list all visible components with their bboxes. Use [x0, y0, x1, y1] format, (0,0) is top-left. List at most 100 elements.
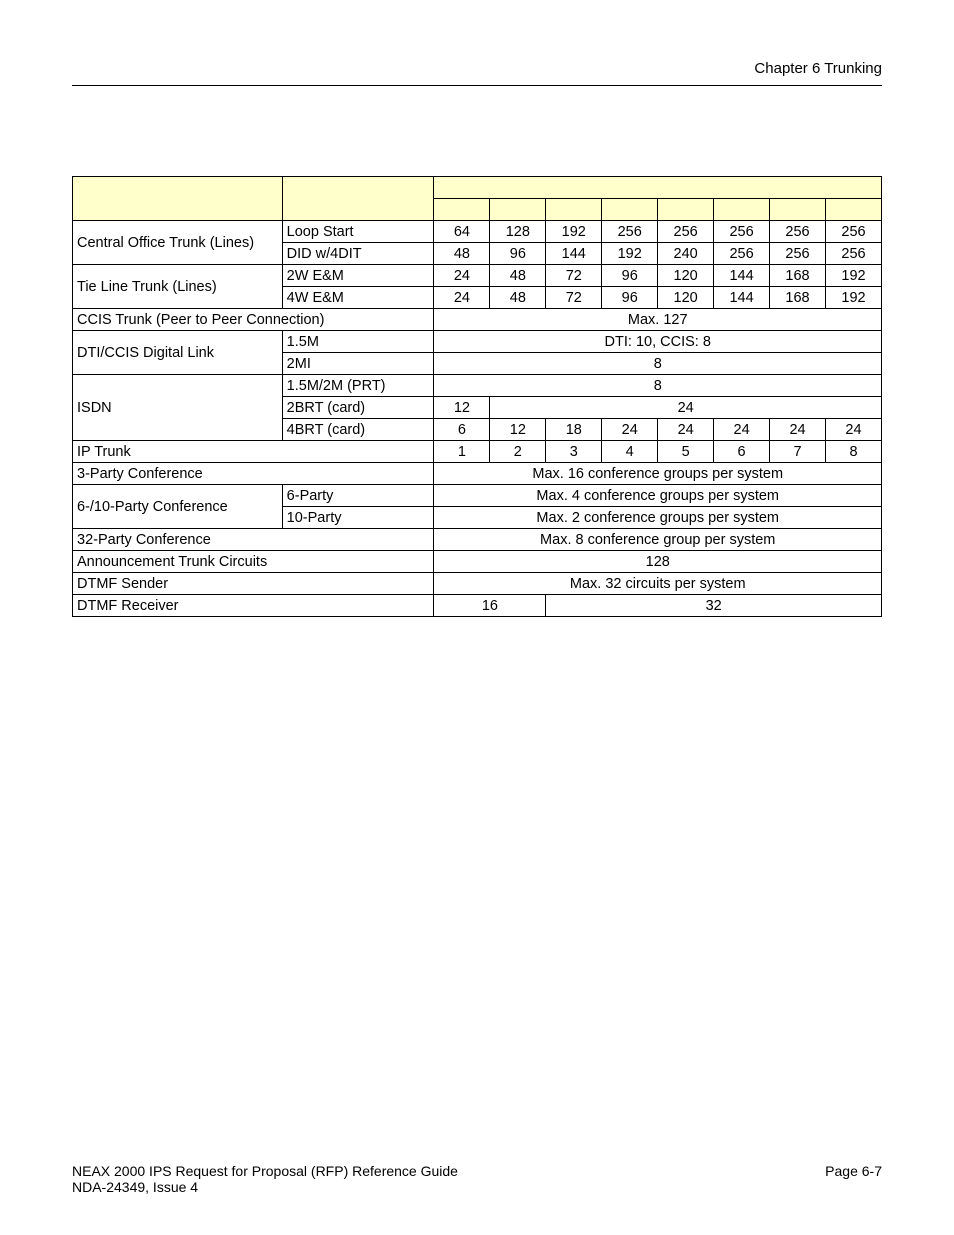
cell: 120	[658, 287, 714, 309]
table-row: 32-Party Conference Max. 8 conference gr…	[73, 529, 882, 551]
row-sub: 1.5M	[282, 331, 434, 353]
cell: 256	[714, 221, 770, 243]
footer-title: NEAX 2000 IPS Request for Proposal (RFP)…	[72, 1163, 458, 1179]
header-blank-a	[73, 177, 283, 221]
header-rule	[72, 85, 882, 86]
cell: 24	[434, 265, 490, 287]
cell: 96	[490, 243, 546, 265]
cell: 2	[490, 441, 546, 463]
cell: 96	[602, 287, 658, 309]
cell: 24	[602, 419, 658, 441]
cell: 144	[714, 287, 770, 309]
cell: 3	[546, 441, 602, 463]
row-sub: 2W E&M	[282, 265, 434, 287]
cell: 120	[658, 265, 714, 287]
header-col-8	[826, 199, 882, 221]
header-col-1	[434, 199, 490, 221]
table-row: DTMF Receiver 16 32	[73, 595, 882, 617]
cell: 24	[826, 419, 882, 441]
cell: 168	[770, 265, 826, 287]
row-label: CCIS Trunk (Peer to Peer Connection)	[73, 309, 434, 331]
row-label: Tie Line Trunk (Lines)	[73, 265, 283, 309]
cell: 256	[826, 243, 882, 265]
cell-span: Max. 8 conference group per system	[434, 529, 882, 551]
cell: 24	[714, 419, 770, 441]
header-blank-top	[434, 177, 882, 199]
cell: 144	[714, 265, 770, 287]
table-row: 3-Party Conference Max. 16 conference gr…	[73, 463, 882, 485]
cell: 256	[770, 243, 826, 265]
cell: 12	[434, 397, 490, 419]
header-blank-b	[282, 177, 434, 221]
row-sub: 6-Party	[282, 485, 434, 507]
header-col-3	[546, 199, 602, 221]
table-row: Central Office Trunk (Lines) Loop Start …	[73, 221, 882, 243]
table-row: Announcement Trunk Circuits 128	[73, 551, 882, 573]
cell-span: 24	[490, 397, 882, 419]
row-sub: 1.5M/2M (PRT)	[282, 375, 434, 397]
row-label: Announcement Trunk Circuits	[73, 551, 434, 573]
cell: 5	[658, 441, 714, 463]
cell: 192	[602, 243, 658, 265]
row-label: DTI/CCIS Digital Link	[73, 331, 283, 375]
cell: 4	[602, 441, 658, 463]
row-sub: Loop Start	[282, 221, 434, 243]
trunking-capacity-table: Central Office Trunk (Lines) Loop Start …	[72, 176, 882, 617]
page-footer: NEAX 2000 IPS Request for Proposal (RFP)…	[72, 1163, 882, 1195]
table-row: IP Trunk 1 2 3 4 5 6 7 8	[73, 441, 882, 463]
table-row: 6-/10-Party Conference 6-Party Max. 4 co…	[73, 485, 882, 507]
cell: 48	[434, 243, 490, 265]
cell: 256	[714, 243, 770, 265]
cell: 64	[434, 221, 490, 243]
cell-span: 8	[434, 375, 882, 397]
cell: 24	[434, 287, 490, 309]
cell: 192	[546, 221, 602, 243]
row-sub: 10-Party	[282, 507, 434, 529]
cell: 6	[714, 441, 770, 463]
cell-span: Max. 2 conference groups per system	[434, 507, 882, 529]
cell: 144	[546, 243, 602, 265]
cell: 48	[490, 287, 546, 309]
cell: 6	[434, 419, 490, 441]
cell-span: Max. 32 circuits per system	[434, 573, 882, 595]
cell: 256	[658, 221, 714, 243]
table-row: DTMF Sender Max. 32 circuits per system	[73, 573, 882, 595]
cell: 1	[434, 441, 490, 463]
cell: 96	[602, 265, 658, 287]
cell: 72	[546, 287, 602, 309]
cell: 24	[770, 419, 826, 441]
cell: 256	[826, 221, 882, 243]
table-row: Tie Line Trunk (Lines) 2W E&M 24 48 72 9…	[73, 265, 882, 287]
cell: 168	[770, 287, 826, 309]
row-label: 6-/10-Party Conference	[73, 485, 283, 529]
cell: 48	[490, 265, 546, 287]
cell-span: Max. 127	[434, 309, 882, 331]
header-col-5	[658, 199, 714, 221]
table-row: CCIS Trunk (Peer to Peer Connection) Max…	[73, 309, 882, 331]
row-label: DTMF Receiver	[73, 595, 434, 617]
cell: 256	[602, 221, 658, 243]
row-sub: 2MI	[282, 353, 434, 375]
row-sub: DID w/4DIT	[282, 243, 434, 265]
row-label: ISDN	[73, 375, 283, 441]
row-label: Central Office Trunk (Lines)	[73, 221, 283, 265]
row-label: IP Trunk	[73, 441, 434, 463]
cell-span: 8	[434, 353, 882, 375]
cell: 256	[770, 221, 826, 243]
page-header-chapter: Chapter 6 Trunking	[72, 60, 882, 77]
cell: 240	[658, 243, 714, 265]
cell: 128	[490, 221, 546, 243]
cell-span: 16	[434, 595, 546, 617]
row-label: 32-Party Conference	[73, 529, 434, 551]
cell-span: Max. 4 conference groups per system	[434, 485, 882, 507]
cell-span: 128	[434, 551, 882, 573]
row-label: 3-Party Conference	[73, 463, 434, 485]
footer-issue: NDA-24349, Issue 4	[72, 1179, 198, 1195]
cell: 12	[490, 419, 546, 441]
row-sub: 4W E&M	[282, 287, 434, 309]
cell: 72	[546, 265, 602, 287]
cell: 7	[770, 441, 826, 463]
header-col-2	[490, 199, 546, 221]
table-row: DTI/CCIS Digital Link 1.5M DTI: 10, CCIS…	[73, 331, 882, 353]
cell-span: DTI: 10, CCIS: 8	[434, 331, 882, 353]
